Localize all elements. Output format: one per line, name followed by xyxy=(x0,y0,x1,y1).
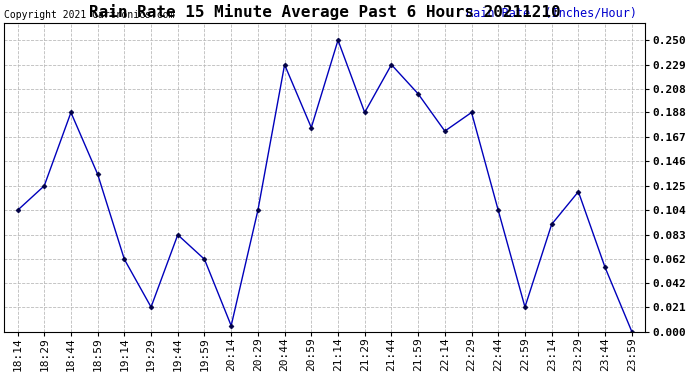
Title: Rain Rate 15 Minute Average Past 6 Hours 20211210: Rain Rate 15 Minute Average Past 6 Hours… xyxy=(89,4,560,20)
Text: Copyright 2021 Cartronics.com: Copyright 2021 Cartronics.com xyxy=(4,10,175,20)
Text: Rain Rate  (Inches/Hour): Rain Rate (Inches/Hour) xyxy=(466,7,637,20)
